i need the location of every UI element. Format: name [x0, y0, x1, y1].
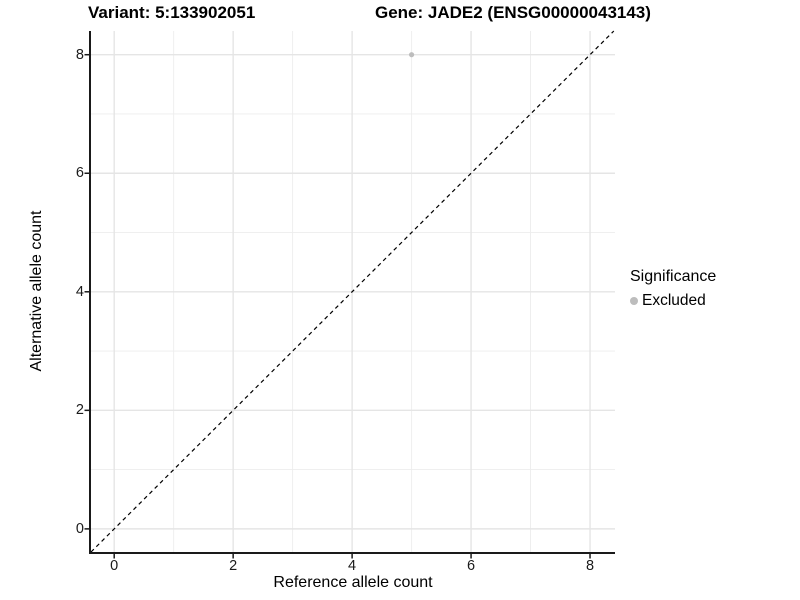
- y-tick-label: 4: [75, 283, 84, 300]
- x-tick-label: 8: [585, 558, 595, 574]
- legend-title: Significance: [630, 268, 717, 285]
- x-tick-label: 4: [348, 558, 357, 574]
- variant-title: Variant: 5:133902051: [88, 3, 256, 22]
- x-tick-label: 6: [467, 558, 476, 574]
- x-axis-title: Reference allele count: [273, 574, 433, 591]
- y-tick-label: 8: [75, 46, 84, 63]
- legend-item-label: Excluded: [642, 292, 706, 309]
- y-axis-title: Alternative allele count: [28, 210, 45, 372]
- legend: Significance Excluded: [630, 268, 716, 310]
- excluded-point-icon: [630, 297, 638, 305]
- y-tick-label: 2: [75, 402, 84, 419]
- y-tick-label: 6: [75, 165, 84, 182]
- identity-dashed-line: [90, 30, 615, 553]
- x-tick-label: 2: [229, 558, 238, 574]
- legend-item-excluded: Excluded: [630, 292, 716, 310]
- y-tick-label: 0: [75, 520, 84, 537]
- x-tick-label: 0: [110, 558, 119, 574]
- gene-title: Gene: JADE2 (ENSG00000043143): [375, 3, 651, 22]
- data-point: [408, 52, 415, 58]
